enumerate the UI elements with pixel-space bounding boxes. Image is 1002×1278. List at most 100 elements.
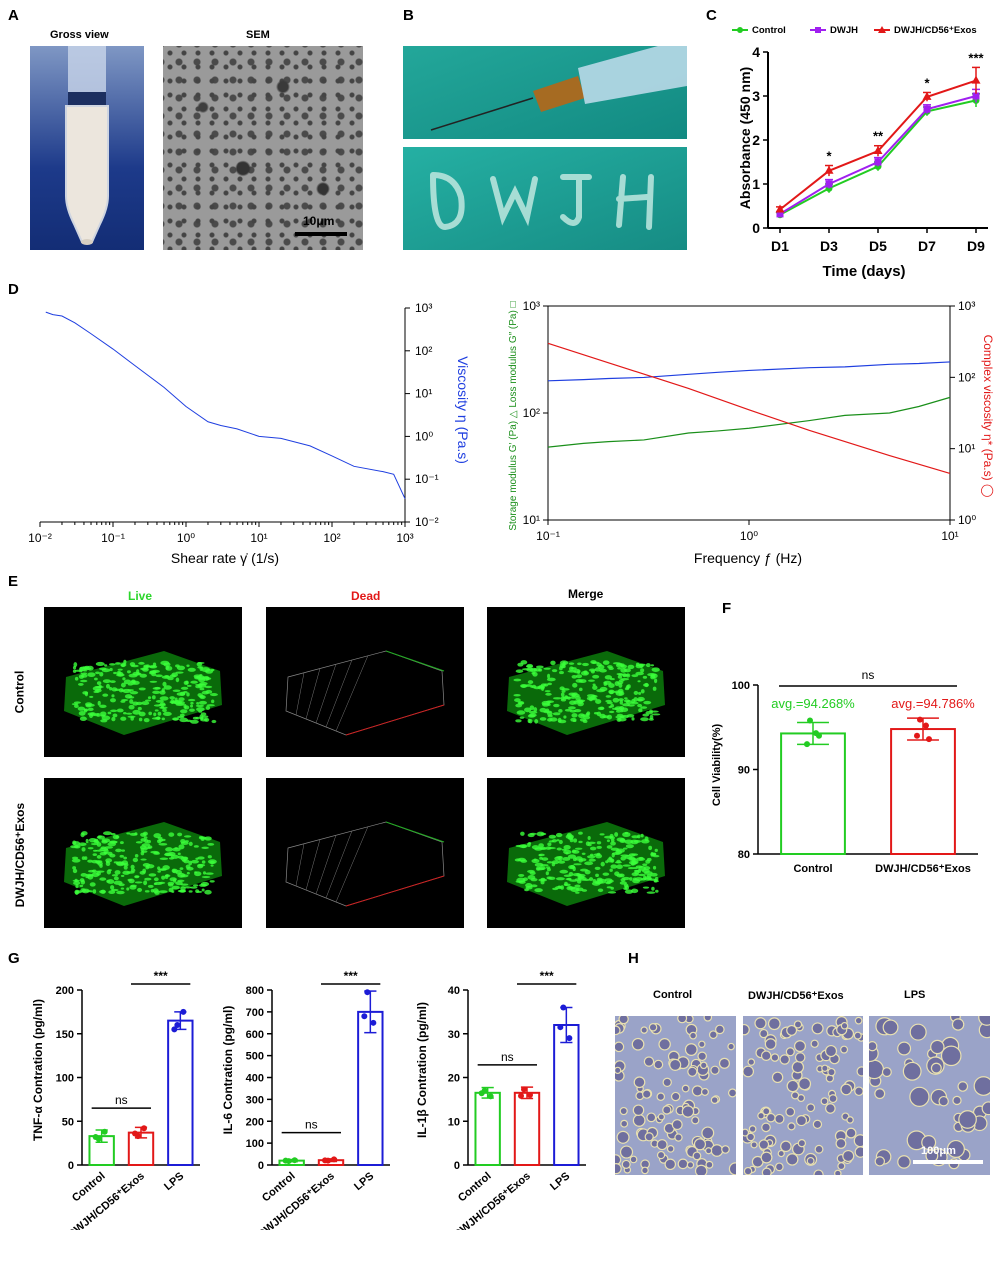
confocal-cell (160, 705, 164, 709)
confocal-cell (651, 713, 661, 716)
micro-cell (640, 1026, 648, 1034)
confocal-cell (650, 852, 657, 856)
confocal-cell (179, 691, 186, 696)
g2-plot-point (282, 1157, 289, 1164)
d2-ytick-right-label: 10⁰ (958, 513, 976, 527)
g1-plot-point (101, 1128, 108, 1135)
confocal-cell (599, 668, 607, 673)
confocal-cell (548, 834, 557, 839)
confocal-cell (569, 666, 574, 672)
syringe-photo (403, 46, 687, 139)
confocal-cell (144, 699, 152, 702)
confocal-cell (160, 660, 170, 666)
confocal-cell (574, 856, 583, 861)
confocal-cell (527, 833, 535, 838)
confocal-cell (97, 700, 101, 706)
panel-label-h: H (628, 950, 639, 967)
confocal-cell (163, 685, 172, 690)
confocal-cell (113, 861, 119, 864)
confocal-cell (547, 847, 556, 850)
micro-cell (938, 1095, 949, 1107)
g1-plot-point (132, 1130, 138, 1137)
confocal-cell (82, 669, 88, 672)
confocal-cell (108, 890, 116, 895)
micro-cell (856, 1066, 863, 1077)
confocal-exos-dead (266, 778, 464, 928)
confocal-cell (589, 668, 596, 672)
d1-xtick-label: 10⁰ (177, 531, 195, 545)
f-value-label: avg.=94.786% (891, 696, 975, 711)
micro-cell (785, 1106, 796, 1117)
confocal-cell (525, 665, 533, 668)
confocal-cell (87, 707, 94, 712)
confocal-cell (184, 886, 192, 889)
micro-cell (718, 1057, 730, 1069)
confocal-cell (582, 662, 589, 667)
confocal-cell (608, 666, 614, 671)
c-ytick-label: 0 (752, 220, 760, 236)
chart-d2-xlabel: Frequency ƒ (Hz) (694, 550, 802, 566)
confocal-cell (587, 855, 596, 859)
confocal-cell (650, 664, 655, 667)
e-row-exos: DWJH/CD56⁺Exos (13, 802, 28, 908)
confocal-cell (128, 704, 135, 710)
micro-cell (728, 1162, 736, 1175)
micro-scale-bar (913, 1160, 983, 1164)
confocal-cell (183, 703, 187, 709)
confocal-cell (123, 856, 128, 860)
confocal-grid-line (295, 843, 305, 887)
confocal-cell (81, 847, 86, 852)
micro-cell (615, 1066, 622, 1075)
micro-cell (662, 1077, 672, 1088)
confocal-cell (85, 838, 89, 844)
confocal-cell (158, 890, 168, 894)
confocal-cell (167, 677, 174, 681)
confocal-cell (520, 831, 525, 836)
micro-cell (810, 1039, 819, 1048)
confocal-cell (552, 887, 559, 891)
chart-g2-ylabel: IL-6 Contration (pg/ml) (221, 1006, 235, 1135)
confocal-cell (610, 841, 616, 846)
confocal-cell (99, 672, 104, 677)
micro-cell (691, 1116, 700, 1125)
micro-cell (761, 1122, 771, 1133)
confocal-render (64, 651, 222, 735)
confocal-cell (94, 838, 99, 842)
micro-cell (629, 1155, 638, 1164)
micro-cell (764, 1038, 777, 1050)
confocal-cell (84, 691, 89, 697)
confocal-cell (178, 697, 185, 702)
confocal-cell (513, 678, 522, 682)
e-col-dead: Dead (351, 589, 381, 603)
confocal-cell (610, 838, 615, 843)
micro-cell (794, 1040, 806, 1053)
confocal-cell (610, 847, 620, 851)
d1-ytick-label: 10⁻² (415, 515, 439, 529)
micro-cell (743, 1128, 750, 1137)
confocal-cell (204, 685, 213, 689)
confocal-cell (84, 856, 88, 860)
confocal-cell (610, 864, 618, 869)
micro-control (615, 1016, 736, 1175)
confocal-cell (171, 890, 175, 893)
d2-xtick-label: 10⁻¹ (536, 529, 560, 543)
confocal-cell (559, 666, 563, 671)
f-plot-point (917, 716, 923, 723)
confocal-cell (147, 884, 154, 888)
micro-cell (747, 1058, 756, 1066)
confocal-cell (574, 847, 583, 850)
d2-ytick-right-label: 10² (958, 370, 975, 384)
confocal-cell (559, 671, 564, 675)
confocal-grid-line (325, 830, 353, 899)
confocal-cell (547, 714, 553, 718)
micro-cell (761, 1167, 772, 1175)
confocal-cell (546, 861, 553, 864)
confocal-cell (563, 849, 572, 855)
confocal-cell (114, 870, 121, 875)
confocal-cell (122, 870, 131, 875)
confocal-cell (627, 867, 635, 870)
confocal-cell (209, 860, 215, 864)
micro-cell (793, 1020, 803, 1029)
confocal-cell (94, 677, 98, 681)
micro-cell (845, 1127, 857, 1139)
